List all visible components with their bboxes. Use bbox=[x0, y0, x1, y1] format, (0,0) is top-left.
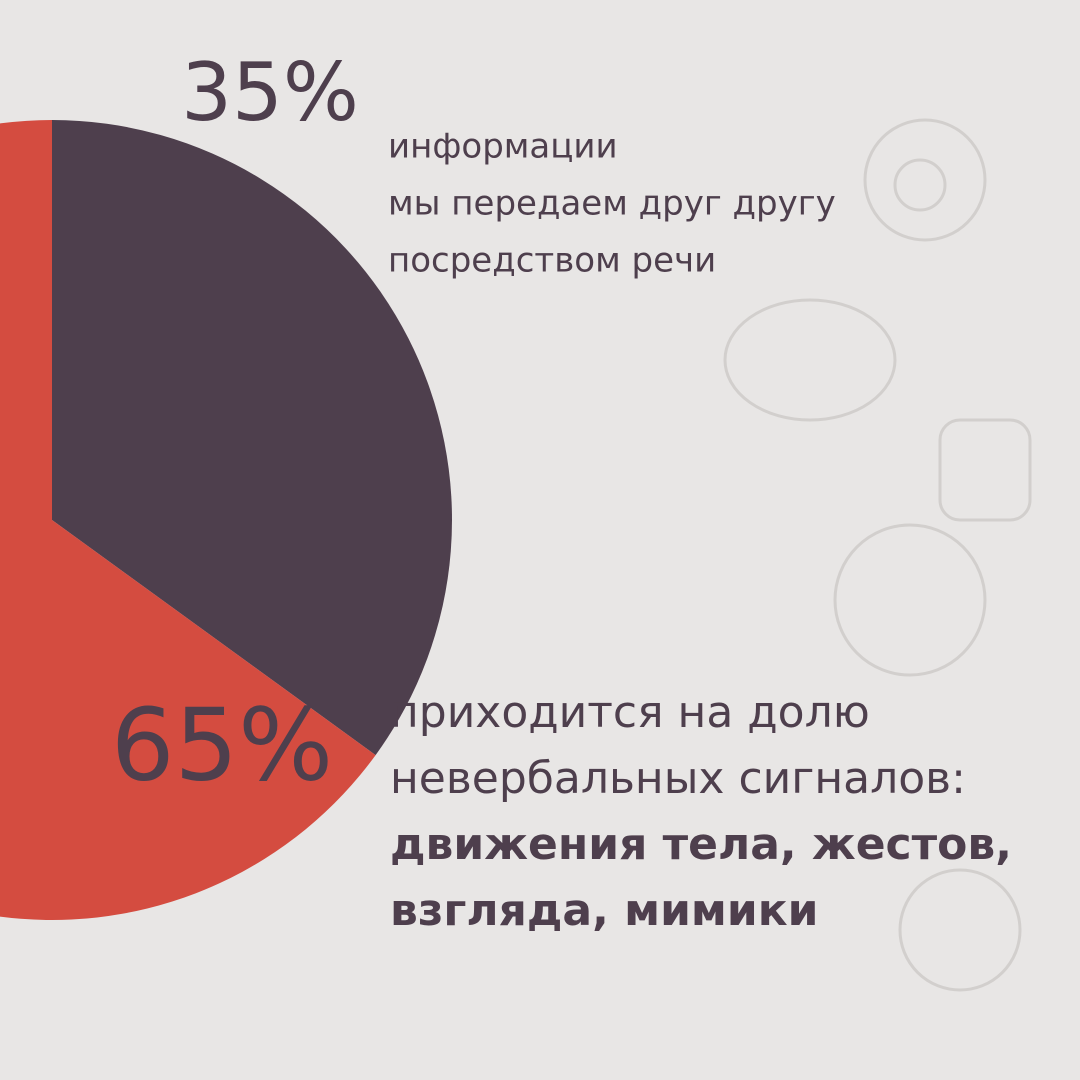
description-line: приходится на долю bbox=[390, 687, 870, 738]
description-line: невербальных сигналов: bbox=[390, 753, 966, 804]
labels: 35% 65% информации мы передаем друг другу по… bbox=[111, 46, 1012, 936]
pie-slice bbox=[0, 120, 376, 920]
description-bold-line: взгляда, мимики bbox=[390, 885, 818, 936]
pie bbox=[0, 120, 452, 920]
description-line: посредством речи bbox=[388, 241, 716, 281]
background-decor bbox=[723, 118, 1032, 992]
description-line: информации bbox=[388, 127, 618, 167]
description-line: мы передаем друг другу bbox=[388, 184, 836, 224]
description-bold-line: движения тела, жестов, bbox=[390, 819, 1012, 870]
value-label: 65% bbox=[111, 686, 333, 803]
pie-slice bbox=[52, 120, 452, 756]
value-label: 35% bbox=[181, 46, 359, 139]
